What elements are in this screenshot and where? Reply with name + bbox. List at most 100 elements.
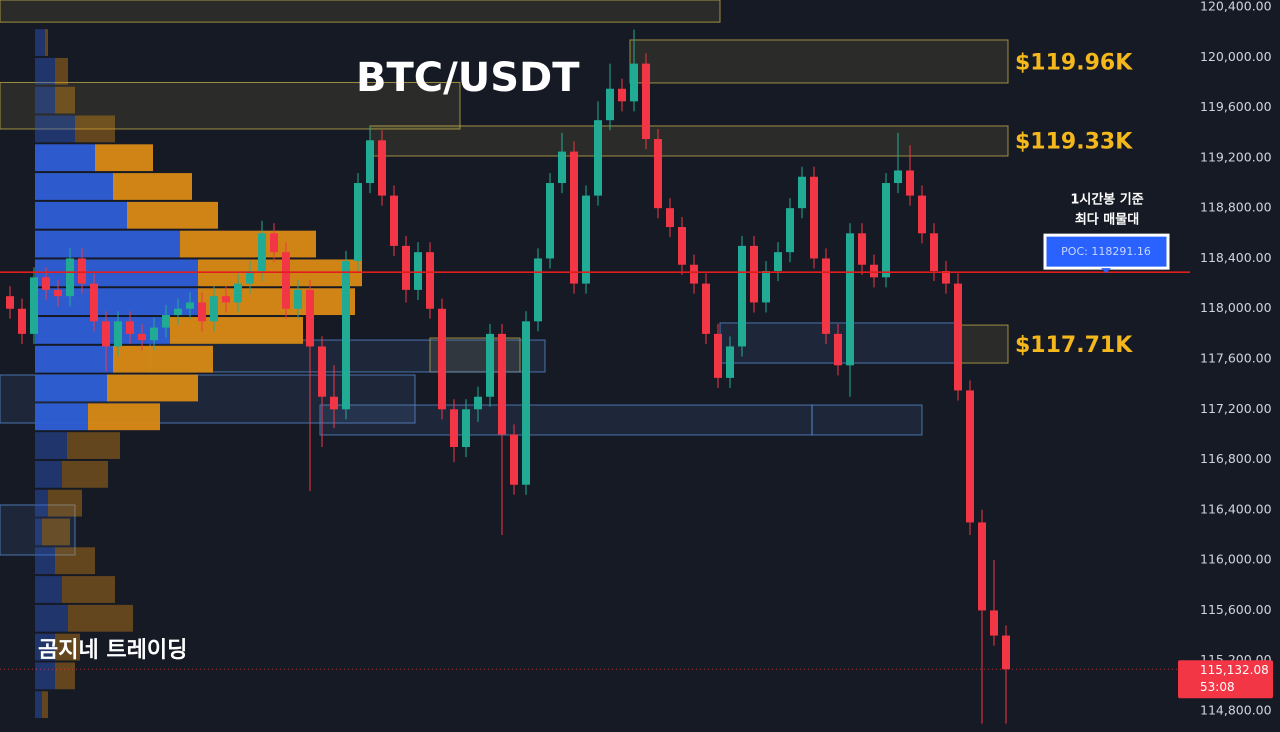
poc-label: POC: 118291.16 bbox=[1061, 245, 1151, 258]
candle-body bbox=[618, 88, 626, 102]
candle-body bbox=[690, 264, 698, 284]
candle-body bbox=[198, 302, 206, 322]
profile-bar bbox=[95, 144, 153, 172]
profile-bar bbox=[55, 662, 75, 690]
candle-body bbox=[486, 333, 494, 397]
profile-bar bbox=[35, 115, 75, 143]
zone bbox=[954, 324, 1009, 364]
candle-body bbox=[870, 264, 878, 278]
profile-bar bbox=[35, 201, 127, 229]
price-tag-label: 115,132.08 bbox=[1200, 663, 1269, 677]
profile-bar bbox=[35, 173, 113, 200]
candle-body bbox=[966, 390, 974, 523]
candle-body bbox=[582, 195, 590, 284]
candle-body bbox=[558, 151, 566, 184]
candle-body bbox=[822, 258, 830, 334]
y-tick-label: 120,000.00 bbox=[1200, 49, 1272, 64]
profile-bar bbox=[35, 403, 88, 431]
candle-body bbox=[594, 120, 602, 196]
profile-bar bbox=[35, 518, 42, 546]
profile-bar bbox=[35, 432, 67, 459]
candle-body bbox=[390, 195, 398, 246]
candle-body bbox=[6, 296, 14, 309]
brand-label: 곰지네 트레이딩 bbox=[38, 638, 187, 663]
candle-body bbox=[102, 321, 110, 347]
profile-bar bbox=[35, 86, 55, 114]
profile-bar bbox=[35, 489, 48, 517]
candle-body bbox=[714, 333, 722, 378]
candle-body bbox=[246, 271, 254, 284]
candle-body bbox=[174, 308, 182, 316]
candle-body bbox=[798, 176, 806, 209]
candle-body bbox=[918, 195, 926, 234]
candle-body bbox=[462, 409, 470, 448]
zone bbox=[0, 504, 76, 556]
candle-body bbox=[18, 308, 26, 334]
profile-bar bbox=[35, 604, 68, 632]
profile-bar bbox=[67, 432, 120, 459]
zone bbox=[811, 404, 923, 436]
candle-body bbox=[210, 296, 218, 322]
profile-bar bbox=[35, 633, 55, 661]
candle-body bbox=[270, 233, 278, 253]
profile-bar bbox=[62, 460, 108, 488]
countdown-label: 53:08 bbox=[1200, 680, 1235, 694]
candle-body bbox=[90, 283, 98, 322]
zone bbox=[0, 81, 461, 130]
profile-bar bbox=[35, 57, 55, 85]
candle-body bbox=[762, 271, 770, 303]
profile-bar bbox=[170, 317, 303, 344]
profile-bar bbox=[42, 518, 70, 546]
profile-bar bbox=[55, 547, 95, 575]
y-tick-label: 115,600.00 bbox=[1200, 602, 1272, 617]
y-tick-label: 120,400.00 bbox=[1200, 0, 1272, 14]
profile-bar bbox=[55, 633, 80, 661]
overlay: $119.96K $119.33K $117.71K POC: 118291.16 1시… bbox=[0, 50, 1190, 670]
y-tick-label: 118,800.00 bbox=[1200, 200, 1272, 215]
candle-body bbox=[642, 63, 650, 140]
zone bbox=[0, 0, 721, 23]
y-axis: 114,800.00115,200.00115,600.00116,000.00… bbox=[1178, 0, 1273, 718]
profile-bar bbox=[127, 201, 218, 229]
candle-body bbox=[342, 260, 350, 410]
candle-body bbox=[150, 327, 158, 341]
candle-body bbox=[834, 333, 842, 366]
candle-body bbox=[942, 271, 950, 284]
profile-bar bbox=[198, 288, 355, 316]
candle-body bbox=[546, 183, 554, 259]
y-tick-label: 114,800.00 bbox=[1200, 703, 1272, 718]
candle-body bbox=[162, 315, 170, 328]
y-tick-label: 119,200.00 bbox=[1200, 149, 1272, 164]
profile-bar bbox=[35, 374, 107, 402]
y-tick-label: 116,400.00 bbox=[1200, 501, 1272, 516]
chart-title: BTC/USDT bbox=[356, 55, 580, 101]
candle-body bbox=[378, 140, 386, 196]
y-tick-label: 117,200.00 bbox=[1200, 401, 1272, 416]
candle-body bbox=[54, 289, 62, 297]
candle-body bbox=[258, 233, 266, 272]
candle-body bbox=[726, 346, 734, 378]
profile-bar bbox=[113, 345, 213, 373]
candle-body bbox=[738, 245, 746, 347]
candle-body bbox=[354, 183, 362, 261]
candle-body bbox=[138, 333, 146, 341]
candle-body bbox=[402, 245, 410, 290]
volume-profile bbox=[35, 29, 362, 719]
profile-bar bbox=[35, 29, 45, 56]
candle-body bbox=[414, 252, 422, 290]
candle-body bbox=[114, 321, 122, 347]
candle-body bbox=[234, 283, 242, 303]
candle-body bbox=[330, 396, 338, 410]
y-tick-label: 118,400.00 bbox=[1200, 250, 1272, 265]
profile-bar bbox=[68, 604, 133, 632]
candle-body bbox=[78, 258, 86, 284]
candle-body bbox=[894, 170, 902, 184]
zone bbox=[629, 39, 1009, 84]
profile-bar bbox=[180, 230, 316, 258]
profile-bar bbox=[35, 576, 62, 603]
y-tick-label: 116,800.00 bbox=[1200, 451, 1272, 466]
candle-body bbox=[126, 321, 134, 334]
candle-body bbox=[66, 258, 74, 297]
candle-body bbox=[510, 434, 518, 485]
